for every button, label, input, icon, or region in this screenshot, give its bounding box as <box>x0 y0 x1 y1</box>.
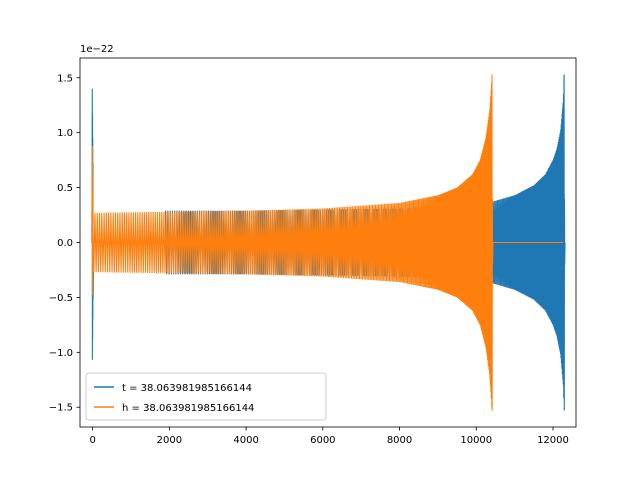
x-tick-label: 0 <box>89 435 95 446</box>
series-line-1 <box>91 74 564 411</box>
series-layer <box>91 74 566 411</box>
x-tick-label: 8000 <box>387 435 412 446</box>
x-tick-label: 10000 <box>460 435 492 446</box>
x-tick-label: 4000 <box>233 435 258 446</box>
legend: t = 38.063981985166144 h = 38.06398198516… <box>85 372 327 421</box>
x-tick-label: 2000 <box>157 435 182 446</box>
y-tick-label: −0.5 <box>49 293 73 304</box>
x-tick-label: 12000 <box>537 435 569 446</box>
y-axis: −1.5 −1.0 −0.5 0.0 0.5 1.0 1.5 <box>49 73 80 414</box>
legend-label-1: h = 38.063981985166144 <box>122 403 254 414</box>
y-tick-label: 0.5 <box>57 183 73 194</box>
x-tick-label: 6000 <box>310 435 335 446</box>
y-offset-text: 1e−22 <box>80 44 114 55</box>
x-axis: 0 2000 4000 6000 8000 10000 12000 <box>89 427 569 446</box>
series-1 <box>91 74 564 411</box>
y-tick-label: 0.0 <box>57 238 73 249</box>
y-tick-label: 1.5 <box>57 73 73 84</box>
y-tick-label: −1.0 <box>49 348 73 359</box>
y-tick-label: 1.0 <box>57 128 73 139</box>
legend-label-0: t = 38.063981985166144 <box>122 383 252 394</box>
y-tick-label: −1.5 <box>49 403 73 414</box>
legend-box <box>85 372 327 421</box>
